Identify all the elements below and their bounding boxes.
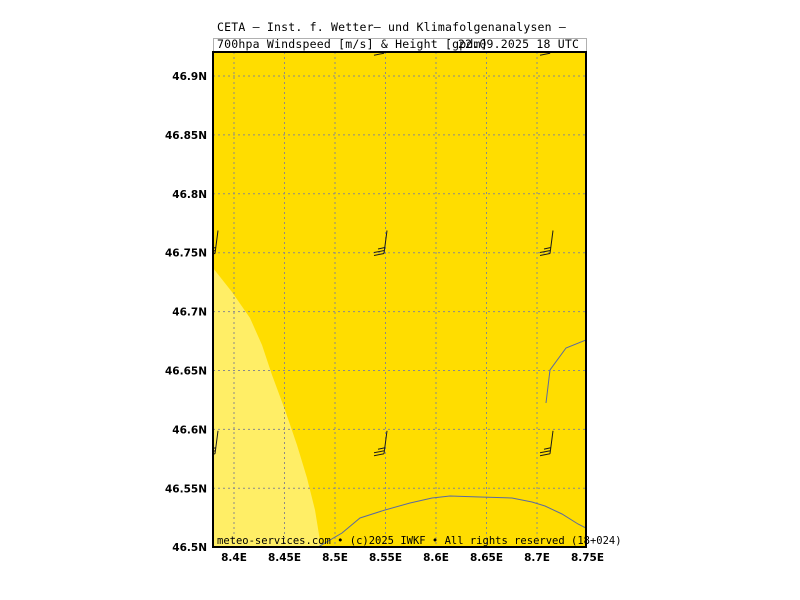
lat-tick-label: 46.75N <box>165 248 207 260</box>
lat-tick-label: 46.85N <box>165 130 207 142</box>
wind-barb <box>373 230 388 256</box>
height-contour-line <box>317 495 586 547</box>
latitude-axis: 46.9N 46.85N 46.8N 46.75N 46.7N 46.65N 46.6N 46… <box>165 71 207 554</box>
wind-barb <box>205 18 218 43</box>
wind-barb <box>373 52 385 56</box>
height-contour-line <box>545 339 586 404</box>
windspeed-field-lower <box>213 268 321 547</box>
lon-tick-label: 8.6E <box>423 552 449 564</box>
lon-tick-label: 8.7E <box>524 552 550 564</box>
lat-tick-label: 46.9N <box>172 71 207 83</box>
wind-barb <box>539 430 554 457</box>
map-title-parameter: 700hpa Windspeed [m/s] & Height [gpdm] <box>217 37 488 51</box>
lat-tick-label: 46.8N <box>172 189 207 201</box>
wind-barb <box>539 52 551 56</box>
lat-tick-label: 46.65N <box>165 366 207 378</box>
lon-tick-label: 8.4E <box>221 552 247 564</box>
lat-tick-label: 46.55N <box>165 483 207 495</box>
lat-tick-label: 46.5N <box>172 542 207 554</box>
lon-tick-label: 8.45E <box>268 552 301 564</box>
lon-tick-label: 8.55E <box>369 552 402 564</box>
valid-time: 22.09.2025 18 UTC <box>458 37 580 51</box>
lat-tick-label: 46.7N <box>172 307 207 319</box>
wind-barb <box>213 230 219 255</box>
lat-tick-label: 46.6N <box>172 424 207 436</box>
wind-barb <box>213 430 219 455</box>
map-title-institute: CETA – Inst. f. Wetter– und Klimafolgena… <box>217 20 567 34</box>
lon-tick-label: 8.75E <box>571 552 604 564</box>
lon-tick-label: 8.5E <box>322 552 348 564</box>
wind-barb <box>373 430 388 457</box>
coordinate-grid <box>213 52 586 547</box>
copyright-footer: meteo-services.com • (c)2025 IWKF • All … <box>217 535 622 547</box>
lon-tick-label: 8.65E <box>470 552 503 564</box>
plot-frame <box>212 51 587 548</box>
longitude-axis: 8.4E 8.45E 8.5E 8.55E 8.6E 8.65E 8.7E 8.75E <box>221 552 604 564</box>
wind-barb <box>539 230 554 256</box>
wind-barbs <box>205 18 554 457</box>
